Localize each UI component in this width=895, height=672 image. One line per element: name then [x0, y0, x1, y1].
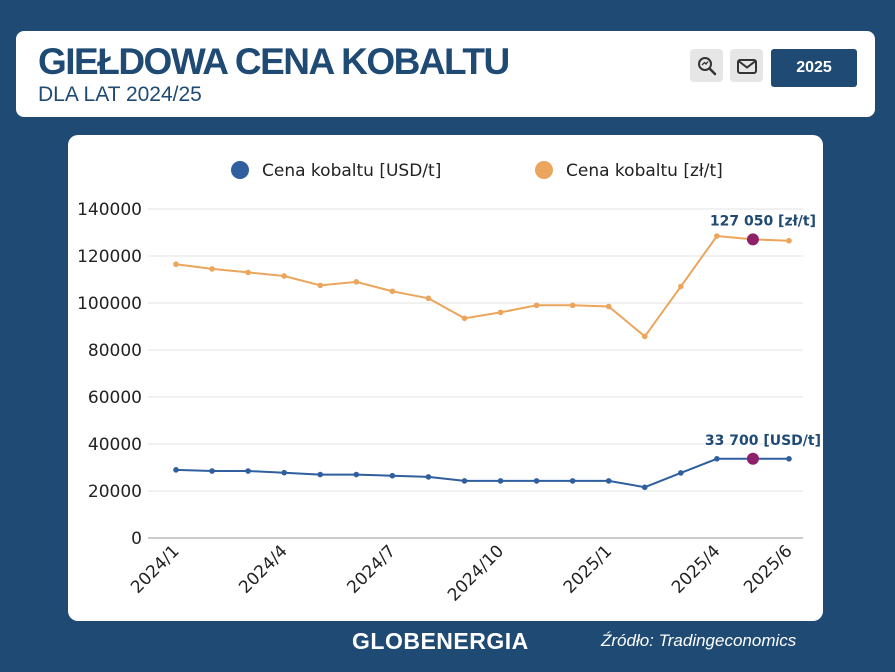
- legend-marker: [535, 161, 553, 179]
- data-point: [209, 468, 215, 474]
- y-tick-label: 40000: [88, 435, 142, 455]
- x-tick-label: 2025/1: [560, 541, 616, 597]
- data-point: [389, 472, 396, 479]
- mail-icon: [736, 58, 757, 74]
- y-tick-label: 60000: [88, 388, 142, 408]
- highlight-point: [746, 452, 759, 465]
- data-point: [497, 309, 504, 316]
- data-point: [389, 288, 396, 295]
- data-point: [245, 269, 251, 276]
- data-annotation: 127 050 [zł/t]: [710, 213, 816, 229]
- data-point: [461, 315, 468, 322]
- data-point: [425, 474, 432, 480]
- data-point: [641, 484, 648, 491]
- share-email-button[interactable]: [730, 49, 763, 82]
- data-point: [425, 295, 432, 302]
- data-point: [641, 333, 648, 340]
- data-point: [714, 233, 720, 239]
- data-point: [173, 261, 179, 268]
- data-point: [678, 283, 684, 290]
- data-point: [569, 478, 576, 484]
- data-point: [714, 456, 720, 462]
- data-point: [497, 478, 504, 484]
- data-point: [786, 456, 792, 462]
- page-title: GIEŁDOWA CENA KOBALTU: [38, 41, 510, 82]
- legend-label: Cena kobaltu [USD/t]: [262, 161, 441, 181]
- highlight-point: [746, 233, 759, 246]
- data-point: [569, 302, 576, 309]
- y-tick-label: 20000: [88, 482, 142, 502]
- data-point: [605, 303, 612, 310]
- legend-label: Cena kobaltu [zł/t]: [566, 161, 723, 181]
- x-tick-label: 2024/10: [444, 541, 508, 605]
- chart-card: 0 20000 40000 60000 80000 100000 120000 140000 2…: [68, 135, 823, 621]
- data-point: [353, 471, 360, 478]
- data-annotation: 33 700 [USD/t]: [705, 433, 821, 449]
- data-point: [173, 467, 179, 473]
- brand-logo: GLOBENERGIA: [352, 628, 529, 654]
- x-tick-label: 2024/7: [343, 541, 399, 597]
- search-zoom-icon: [697, 56, 716, 75]
- data-point: [533, 302, 540, 309]
- page-subtitle: DLA LAT 2024/25: [38, 83, 202, 106]
- x-tick-label: 2025/6: [740, 541, 796, 597]
- data-point: [245, 468, 251, 474]
- data-point: [353, 279, 360, 285]
- header-panel: GIEŁDOWA CENA KOBALTU DLA LAT 2024/25 20…: [16, 31, 875, 117]
- data-point: [209, 266, 215, 272]
- source-note: Źródło: Tradingeconomics: [601, 631, 797, 650]
- data-point: [317, 471, 324, 478]
- data-point: [786, 237, 792, 244]
- data-point: [678, 470, 684, 476]
- x-tick-label: 2025/4: [668, 541, 724, 597]
- data-point: [317, 282, 324, 289]
- data-point: [281, 469, 287, 476]
- y-tick-label: 120000: [77, 247, 142, 267]
- legend-marker: [231, 161, 249, 179]
- data-point: [533, 478, 540, 484]
- y-tick-label: 100000: [77, 294, 142, 314]
- y-tick-label: 0: [131, 529, 142, 549]
- zoom-button[interactable]: [690, 49, 723, 82]
- series-line: [175, 234, 790, 338]
- data-point: [461, 478, 468, 484]
- x-tick-label: 2024/1: [127, 541, 183, 597]
- y-tick-label: 80000: [88, 341, 142, 361]
- data-point: [605, 478, 612, 484]
- x-tick-label: 2024/4: [235, 541, 291, 597]
- year-button[interactable]: 2025: [771, 49, 857, 87]
- line-chart: 0 20000 40000 60000 80000 100000 120000 140000 2…: [77, 161, 821, 605]
- y-tick-label: 140000: [77, 200, 142, 220]
- data-point: [281, 273, 287, 279]
- series-line: [175, 457, 789, 489]
